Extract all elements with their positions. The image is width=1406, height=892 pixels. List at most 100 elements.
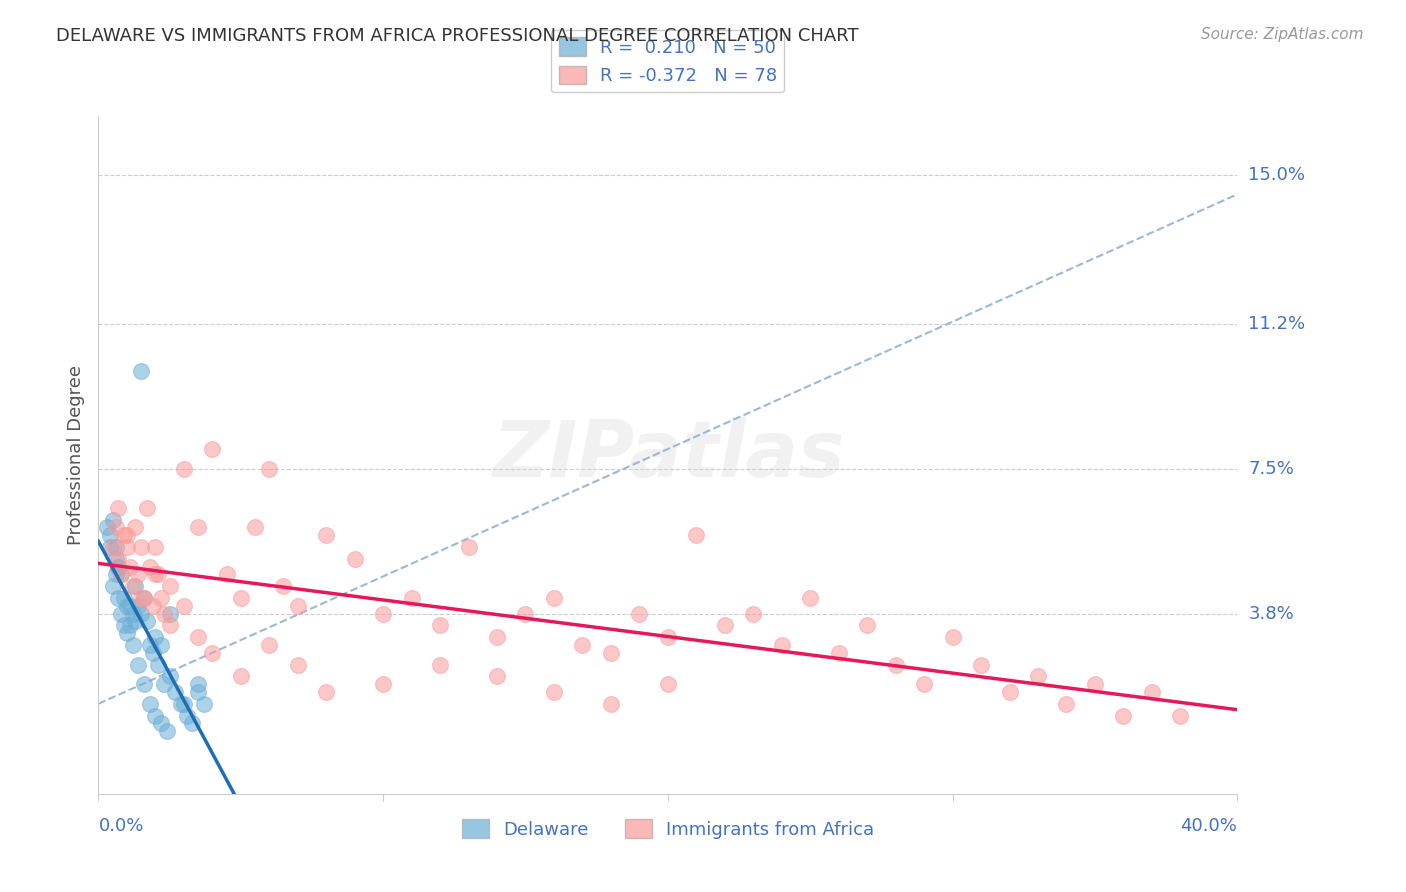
Point [150, 716, 173, 731]
Point [145, 708, 167, 723]
Point [115, 540, 138, 554]
Point [129, 540, 152, 554]
Point [153, 607, 176, 621]
Point [135, 615, 157, 629]
Point [115, 626, 138, 640]
Point [104, 551, 127, 566]
Point [1026, 669, 1049, 683]
Point [145, 630, 167, 644]
Point [118, 599, 141, 613]
Point [127, 599, 149, 613]
Point [856, 618, 879, 632]
Text: DELAWARE VS IMMIGRANTS FROM AFRICA PROFESSIONAL DEGREE CORRELATION CHART: DELAWARE VS IMMIGRANTS FROM AFRICA PROFE… [56, 27, 859, 45]
Point [104, 520, 127, 534]
Point [429, 657, 451, 672]
Point [1112, 708, 1135, 723]
Point [215, 567, 238, 582]
Point [107, 559, 129, 574]
Text: 3.8%: 3.8% [1249, 605, 1294, 623]
Point [229, 669, 252, 683]
Point [115, 528, 138, 542]
Point [115, 599, 138, 613]
Point [181, 716, 204, 731]
Point [912, 677, 935, 691]
Point [104, 540, 127, 554]
Point [187, 630, 209, 644]
Point [543, 685, 565, 699]
Point [600, 697, 623, 711]
Point [287, 599, 309, 613]
Point [259, 638, 281, 652]
Point [243, 520, 266, 534]
Point [1084, 677, 1107, 691]
Point [884, 657, 907, 672]
Point [141, 646, 163, 660]
Point [150, 591, 173, 605]
Point [401, 591, 423, 605]
Text: 11.2%: 11.2% [1249, 315, 1306, 333]
Point [159, 607, 181, 621]
Point [145, 567, 167, 582]
Point [273, 579, 295, 593]
Point [112, 528, 135, 542]
Point [714, 618, 737, 632]
Point [742, 607, 765, 621]
Point [1140, 685, 1163, 699]
Point [110, 567, 132, 582]
Point [121, 638, 143, 652]
Point [799, 591, 821, 605]
Point [150, 638, 173, 652]
Point [110, 607, 132, 621]
Point [127, 567, 149, 582]
Point [98, 528, 121, 542]
Point [201, 442, 224, 456]
Point [1170, 708, 1192, 723]
Point [107, 591, 129, 605]
Point [187, 677, 209, 691]
Point [124, 615, 146, 629]
Point [132, 677, 155, 691]
Point [628, 607, 651, 621]
Point [107, 559, 129, 574]
Point [176, 708, 198, 723]
Point [201, 646, 224, 660]
Point [121, 579, 143, 593]
Point [159, 579, 181, 593]
Point [110, 567, 132, 582]
Point [159, 669, 181, 683]
Text: 15.0%: 15.0% [1249, 166, 1305, 184]
Point [148, 567, 170, 582]
Point [107, 551, 129, 566]
Point [101, 512, 124, 526]
Point [486, 669, 509, 683]
Point [156, 724, 179, 739]
Point [153, 677, 176, 691]
Point [315, 685, 337, 699]
Point [193, 697, 215, 711]
Point [165, 685, 187, 699]
Point [124, 579, 146, 593]
Point [828, 646, 851, 660]
Point [457, 540, 479, 554]
Point [101, 540, 124, 554]
Point [112, 618, 135, 632]
Point [187, 685, 209, 699]
Point [770, 638, 793, 652]
Point [343, 551, 366, 566]
Point [173, 461, 195, 475]
Point [315, 528, 337, 542]
Point [173, 599, 195, 613]
Point [129, 364, 152, 378]
Point [998, 685, 1021, 699]
Point [571, 638, 593, 652]
Text: 40.0%: 40.0% [1181, 817, 1237, 836]
Point [543, 591, 565, 605]
Point [657, 677, 679, 691]
Point [187, 520, 209, 534]
Point [159, 618, 181, 632]
Legend: Delaware, Immigrants from Africa: Delaware, Immigrants from Africa [454, 812, 882, 846]
Point [138, 697, 160, 711]
Point [118, 559, 141, 574]
Point [942, 630, 965, 644]
Point [101, 579, 124, 593]
